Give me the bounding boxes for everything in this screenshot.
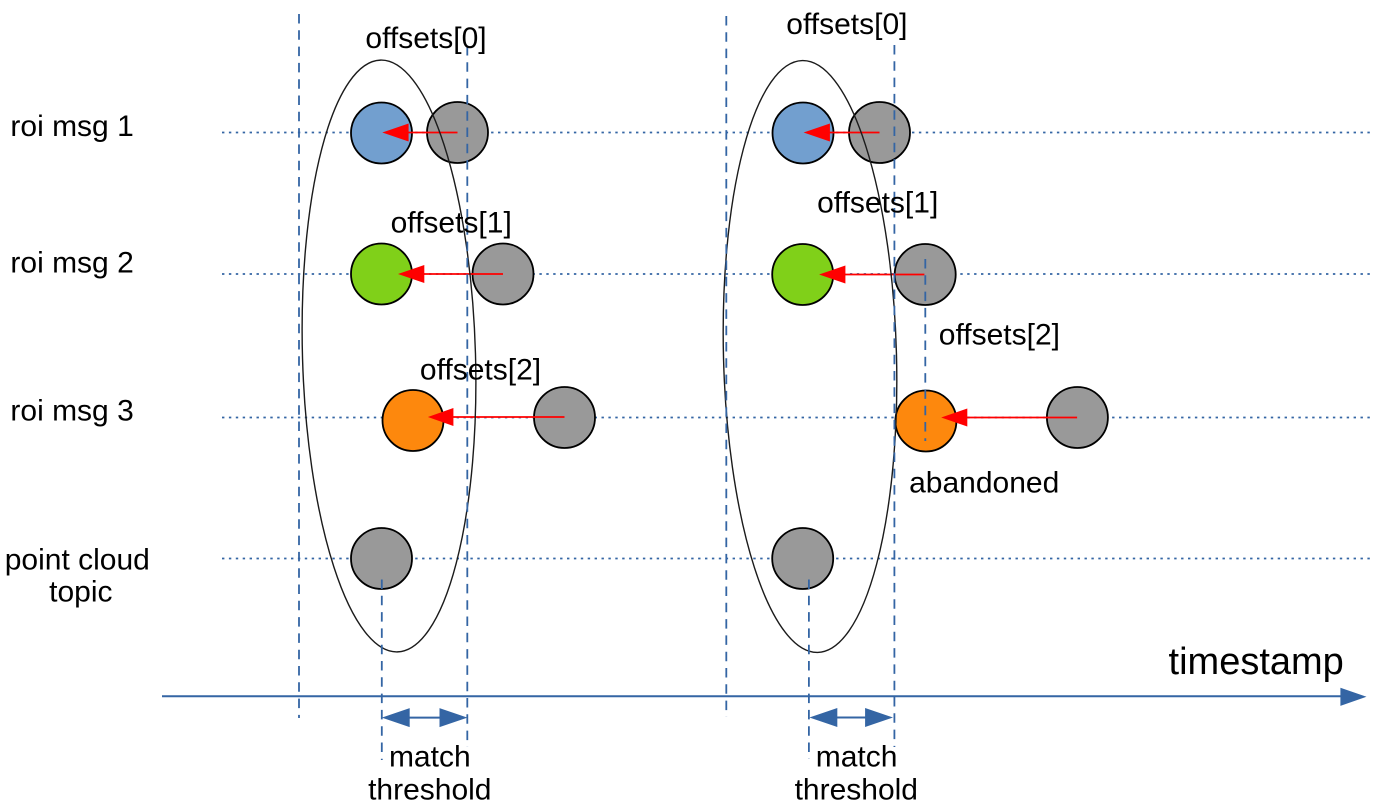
- svg-text:offsets[0]: offsets[0]: [365, 22, 486, 55]
- svg-text:point cloud: point cloud: [5, 544, 150, 577]
- svg-text:roi msg 2: roi msg 2: [10, 247, 133, 280]
- svg-text:offsets[2]: offsets[2]: [420, 353, 541, 386]
- svg-text:timestamp: timestamp: [1169, 641, 1344, 683]
- svg-text:roi msg 1: roi msg 1: [10, 110, 133, 143]
- svg-text:match: match: [389, 741, 471, 774]
- svg-text:offsets[1]: offsets[1]: [391, 207, 512, 240]
- svg-text:offsets[0]: offsets[0]: [786, 8, 907, 41]
- svg-text:threshold: threshold: [795, 774, 918, 805]
- svg-text:threshold: threshold: [368, 773, 491, 805]
- svg-text:roi msg 3: roi msg 3: [10, 394, 133, 427]
- svg-text:offsets[2]: offsets[2]: [939, 319, 1060, 352]
- svg-text:topic: topic: [49, 576, 112, 609]
- svg-text:match: match: [816, 740, 898, 773]
- svg-text:abandoned: abandoned: [909, 466, 1059, 499]
- svg-text:offsets[1]: offsets[1]: [817, 186, 938, 219]
